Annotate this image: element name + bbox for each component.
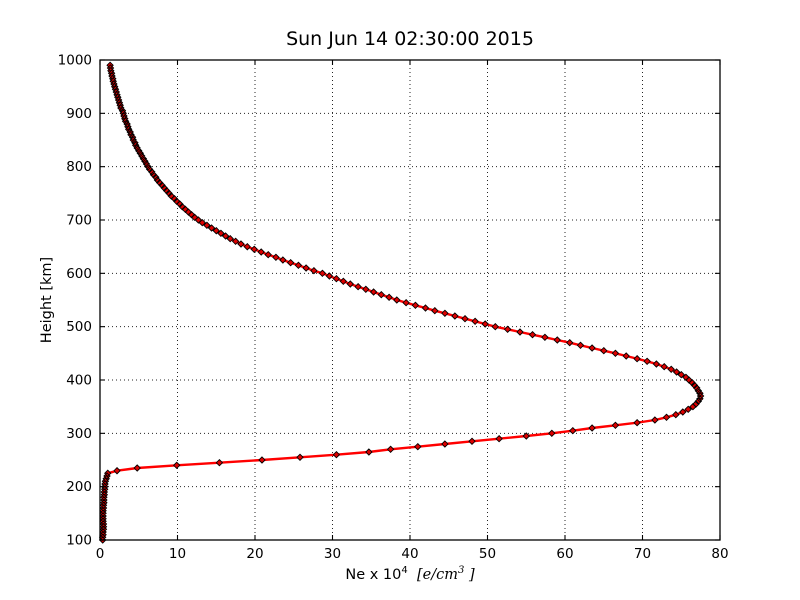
y-tick-label: 200: [66, 479, 92, 495]
y-tick-label: 600: [66, 266, 92, 282]
x-tick-label: 10: [169, 546, 186, 562]
x-tick-label: 70: [634, 546, 651, 562]
y-tick-label: 300: [66, 426, 92, 442]
x-tick-label: 0: [96, 546, 105, 562]
x-axis-label-exponent: 4: [401, 565, 408, 577]
x-axis-label-text: Ne x 10: [345, 567, 402, 583]
y-tick-label: 500: [66, 319, 92, 335]
axis-ticks: [99, 59, 721, 541]
ne-profile-line: [101, 65, 702, 540]
x-axis-unit-close: ]: [464, 567, 475, 583]
x-tick-label: 80: [711, 546, 728, 562]
y-axis-label: Height [km]: [39, 256, 55, 344]
y-tick-label: 100: [66, 533, 92, 549]
x-tick-label: 40: [401, 546, 418, 562]
x-axis-label: Ne x 104 [e/cm3 ]: [100, 562, 720, 588]
tick-labels: 0 10 20 30 40 50 60 70 80 100 200 300 400 500 600 700 80…: [58, 53, 729, 563]
x-tick-label: 50: [479, 546, 496, 562]
y-tick-label: 900: [66, 106, 92, 122]
grid-lines: [100, 60, 720, 540]
chart-title: Sun Jun 14 02:30:00 2015: [286, 28, 534, 50]
x-tick-label: 60: [556, 546, 573, 562]
x-axis-unit-open: [: [416, 567, 423, 583]
x-axis-unit: e/cm: [422, 567, 458, 583]
y-tick-label: 800: [66, 159, 92, 175]
x-tick-label: 30: [324, 546, 341, 562]
y-tick-label: 400: [66, 373, 92, 389]
y-tick-label: 700: [66, 213, 92, 229]
x-tick-label: 20: [246, 546, 263, 562]
x-axis-unit-exponent: 3: [457, 565, 465, 577]
ne-profile-markers: [98, 61, 705, 544]
y-tick-label: 1000: [58, 53, 92, 69]
